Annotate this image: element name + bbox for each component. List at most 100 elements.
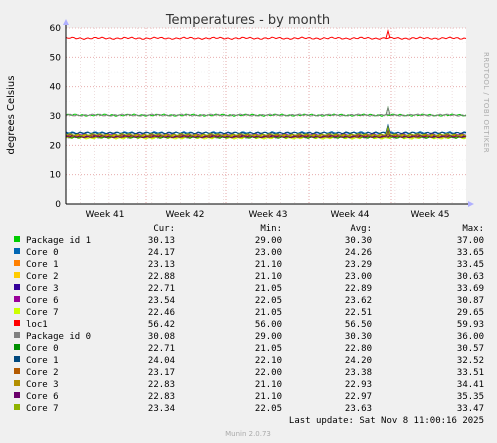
legend-avg-value: 56.50 — [345, 320, 372, 330]
legend-series-name: loc1 — [26, 320, 48, 330]
legend-row: Core 6 22.83 21.10 22.97 35.35 — [14, 392, 484, 402]
legend-max-value: 36.00 — [457, 332, 484, 342]
legend-header: Cur: Min: Avg: Max: — [153, 224, 484, 234]
legend-avg-value: 22.93 — [345, 380, 372, 390]
y-tick-label: 40 — [50, 83, 62, 93]
y-ticks: 0 10 20 30 40 50 60 — [50, 24, 62, 210]
legend-max-value: 37.00 — [457, 236, 484, 246]
legend-swatch — [14, 392, 20, 398]
munin-version: Munin 2.0.73 — [225, 430, 271, 438]
series-spike — [385, 28, 391, 39]
legend-min-value: 29.00 — [255, 332, 282, 342]
legend-avg-value: 22.97 — [345, 392, 372, 402]
series-line — [65, 131, 467, 135]
axes — [63, 19, 474, 207]
legend-avg-value: 30.30 — [345, 332, 372, 342]
y-axis-arrow — [63, 19, 69, 25]
legend-cur-value: 22.83 — [148, 392, 175, 402]
legend-series-name: Core 7 — [26, 308, 59, 318]
side-watermark: RRDTOOL / TOBI OETIKER — [482, 52, 490, 153]
legend-cur-value: 23.54 — [148, 296, 175, 306]
legend-swatch — [14, 344, 20, 350]
series-spike — [385, 125, 391, 135]
legend-swatch — [14, 320, 20, 326]
series-spike — [385, 127, 391, 137]
legend-avg-value: 30.30 — [345, 236, 372, 246]
legend-row: Core 6 23.54 22.05 23.62 30.87 — [14, 296, 484, 306]
legend-max-value: 32.52 — [457, 356, 484, 366]
legend-max-value: 29.65 — [457, 308, 484, 318]
legend-cur-value: 24.04 — [148, 356, 175, 366]
legend-swatch — [14, 248, 20, 254]
last-update: Last update: Sat Nov 8 11:00:16 2025 — [289, 416, 484, 426]
legend-min-value: 21.10 — [255, 392, 282, 402]
legend-avg-value: 23.38 — [345, 368, 372, 378]
legend-row: Core 1 23.13 21.10 23.29 33.45 — [14, 260, 484, 270]
legend-min-value: 21.10 — [255, 380, 282, 390]
y-tick-label: 0 — [55, 200, 61, 210]
legend-row: loc1 56.42 56.00 56.50 59.93 — [14, 320, 484, 330]
x-tick-label: Week 44 — [331, 210, 370, 220]
series-spike — [385, 105, 391, 116]
legend-avg-value: 22.80 — [345, 344, 372, 354]
legend-min-value: 22.05 — [255, 404, 282, 414]
x-ticks: Week 41 Week 42 Week 43 Week 44 Week 45 — [86, 210, 450, 220]
legend-avg-value: 23.29 — [345, 260, 372, 270]
legend-cur-value: 22.46 — [148, 308, 175, 318]
legend-cur-value: 23.13 — [148, 260, 175, 270]
legend-max-value: 35.35 — [457, 392, 484, 402]
legend-series-name: Core 1 — [26, 260, 59, 270]
legend-series-name: Core 2 — [26, 272, 59, 282]
legend-row: Package id 0 30.08 29.00 30.30 36.00 — [14, 332, 484, 342]
legend-row: Core 3 22.83 21.10 22.93 34.41 — [14, 380, 484, 390]
legend-row: Core 0 22.71 21.05 22.80 30.57 — [14, 344, 484, 354]
legend-header-cur: Cur: — [153, 224, 175, 234]
series-line — [65, 36, 467, 40]
legend-avg-value: 23.62 — [345, 296, 372, 306]
legend-row: Core 0 24.17 23.00 24.26 33.65 — [14, 248, 484, 258]
legend-swatch — [14, 380, 20, 386]
legend-max-value: 30.57 — [457, 344, 484, 354]
legend-swatch — [14, 368, 20, 374]
legend-swatch — [14, 404, 20, 410]
legend-swatch — [14, 272, 20, 278]
legend-max-value: 34.41 — [457, 380, 484, 390]
legend-series-name: Core 0 — [26, 248, 59, 258]
x-axis-arrow — [468, 201, 474, 207]
legend-row: Core 2 22.88 21.10 23.00 30.63 — [14, 272, 484, 282]
legend-header-min: Min: — [260, 224, 282, 234]
series-line — [65, 132, 467, 137]
legend-max-value: 33.65 — [457, 248, 484, 258]
legend-swatch — [14, 356, 20, 362]
series-line — [65, 134, 467, 139]
legend-avg-value: 22.89 — [345, 284, 372, 294]
legend-max-value: 30.87 — [457, 296, 484, 306]
y-tick-label: 60 — [50, 24, 62, 34]
legend-series-name: Core 6 — [26, 392, 59, 402]
y-axis-label: degrees Celsius — [6, 76, 17, 155]
legend-series-name: Core 1 — [26, 356, 59, 366]
legend-row: Core 1 24.04 22.10 24.20 32.52 — [14, 356, 484, 366]
legend-cur-value: 23.34 — [148, 404, 175, 414]
legend: Package id 1 30.13 29.00 30.30 37.00 Core 0 24… — [14, 236, 484, 414]
x-tick-label: Week 43 — [249, 210, 288, 220]
legend-header-max: Max: — [462, 224, 484, 234]
legend-series-name: Package id 1 — [26, 236, 91, 246]
legend-series-name: Core 3 — [26, 284, 59, 294]
legend-min-value: 21.05 — [255, 308, 282, 318]
legend-avg-value: 24.26 — [345, 248, 372, 258]
legend-cur-value: 22.71 — [148, 344, 175, 354]
legend-series-name: Core 6 — [26, 296, 59, 306]
legend-swatch — [14, 296, 20, 302]
legend-cur-value: 22.83 — [148, 380, 175, 390]
legend-cur-value: 30.13 — [148, 236, 175, 246]
legend-swatch — [14, 332, 20, 338]
legend-series-name: Core 0 — [26, 344, 59, 354]
legend-min-value: 21.05 — [255, 284, 282, 294]
legend-max-value: 33.51 — [457, 368, 484, 378]
legend-swatch — [14, 236, 20, 242]
legend-min-value: 21.10 — [255, 260, 282, 270]
legend-series-name: Core 7 — [26, 404, 59, 414]
x-tick-label: Week 42 — [166, 210, 205, 220]
